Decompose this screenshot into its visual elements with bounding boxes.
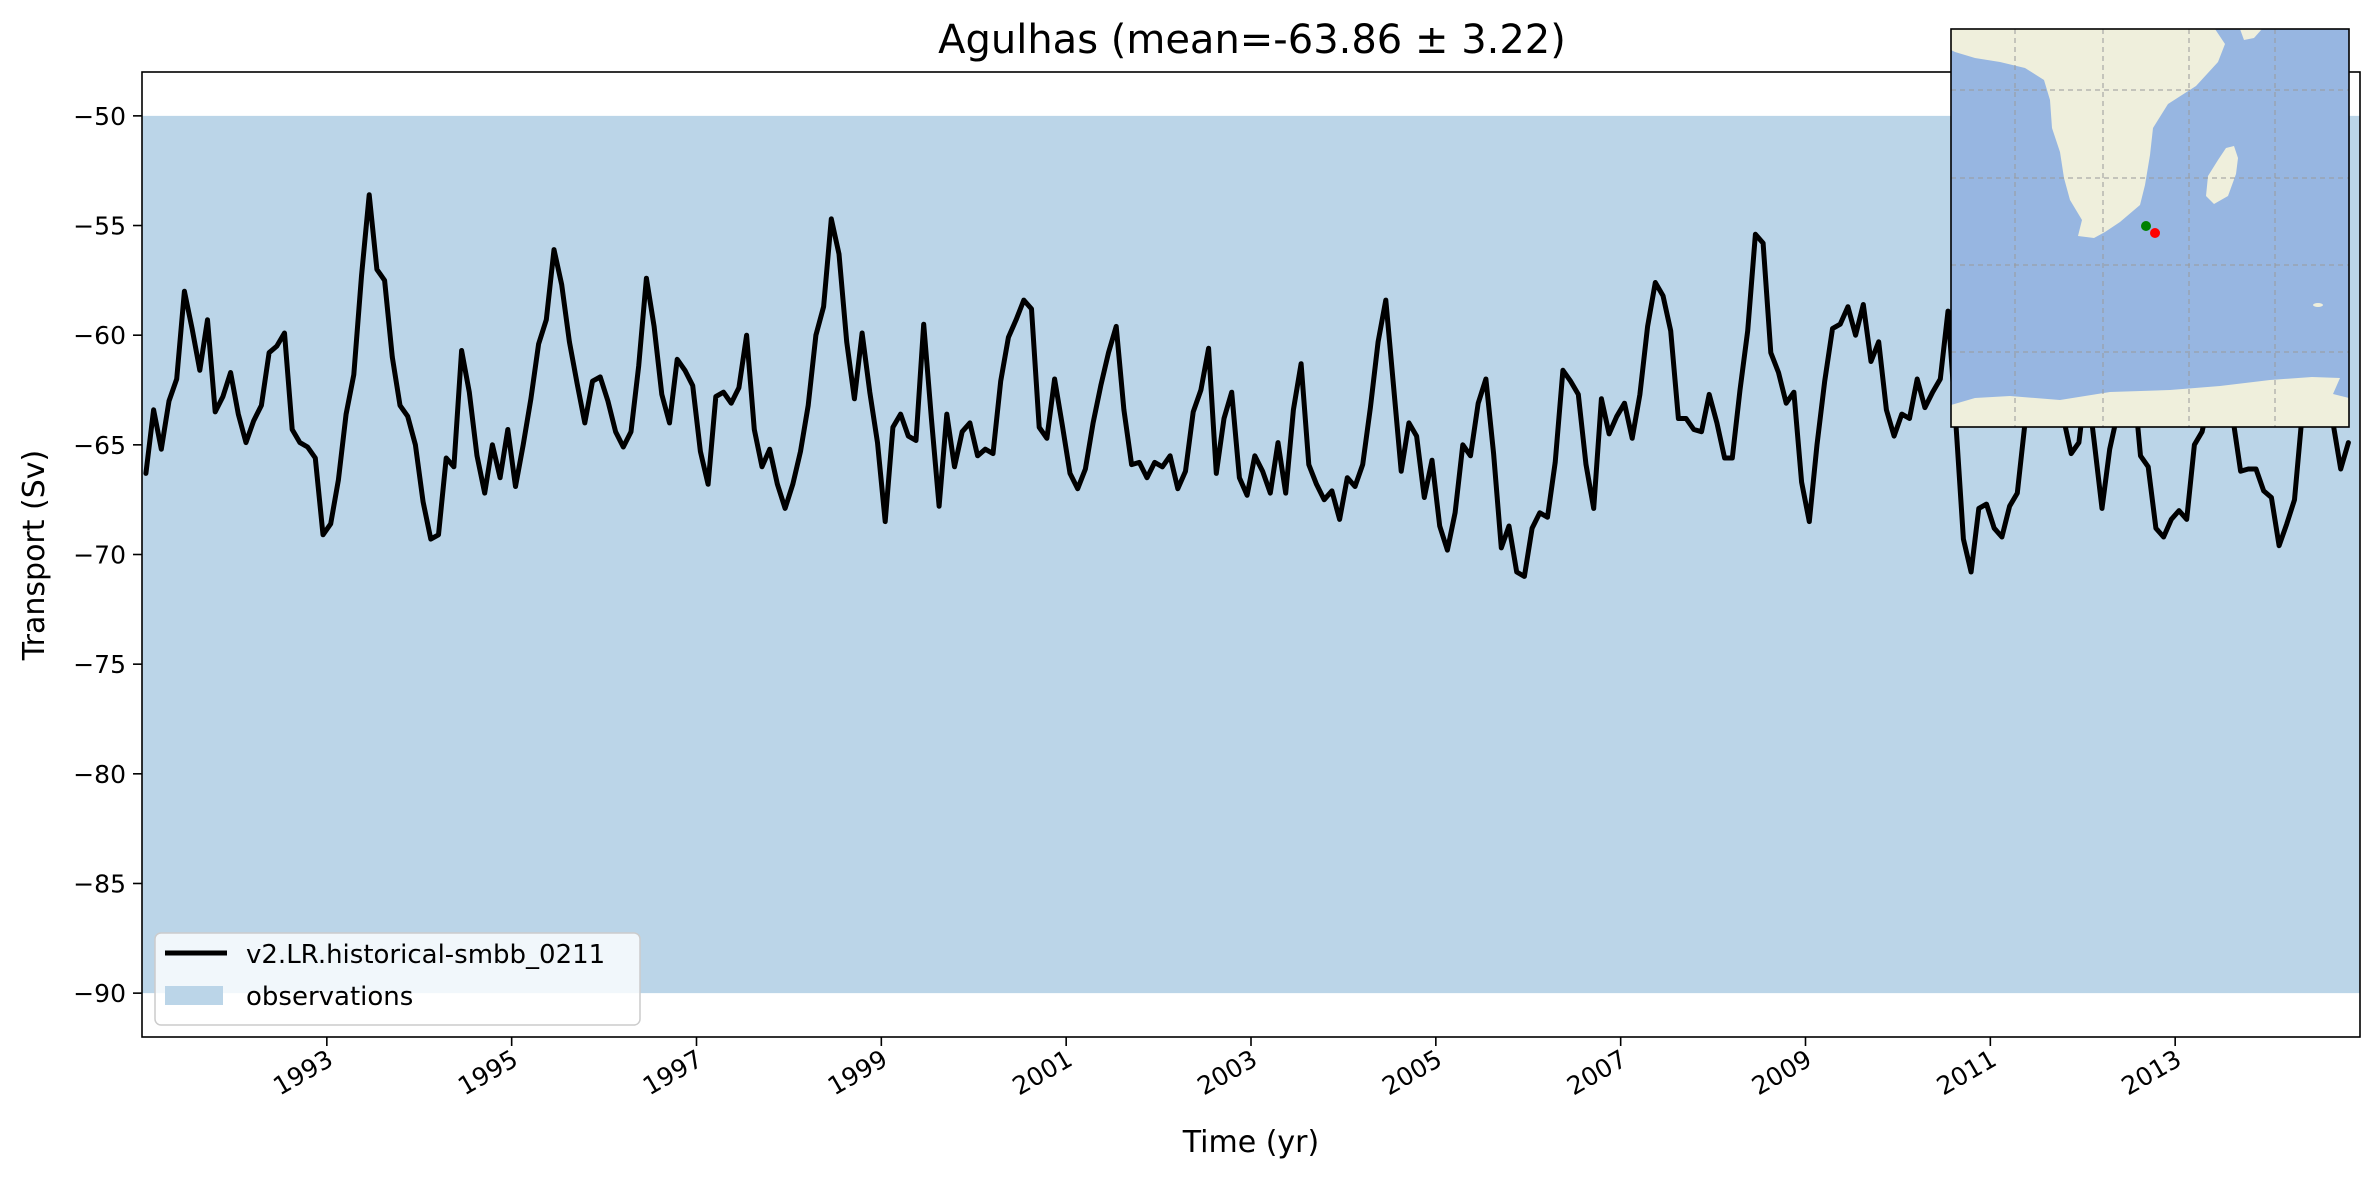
x-tick-label: 2003: [1192, 1044, 1262, 1101]
map-gridlines: [1951, 29, 2349, 427]
series-line-v2-lr-historical: [143, 192, 2351, 579]
inset-map: [1950, 28, 2350, 428]
legend: v2.LR.historical-smbb_0211 observations: [154, 932, 641, 1026]
y-tick-label: −85: [73, 869, 126, 898]
x-tick-label: 2007: [1562, 1044, 1632, 1101]
chart-title: Agulhas (mean=-63.86 ± 3.22): [938, 17, 1566, 63]
x-tick-label: 2001: [1008, 1044, 1078, 1101]
x-tick-label: 1999: [823, 1044, 893, 1101]
y-tick-label: −75: [73, 650, 126, 679]
africa-east-coast: [2240, 29, 2262, 40]
legend-patch-swatch: [165, 986, 223, 1005]
x-tick-label: 1997: [638, 1044, 708, 1101]
legend-label-model: v2.LR.historical-smbb_0211: [246, 940, 605, 970]
y-tick-label: −55: [73, 212, 126, 241]
antarctica-land: [1951, 377, 2349, 427]
legend-box: [154, 932, 641, 1026]
y-tick-label: −60: [73, 321, 126, 350]
madagascar-land: [2206, 146, 2238, 204]
y-tick-label: −50: [73, 102, 126, 131]
map-marker-red: [2150, 228, 2160, 238]
y-tick-label: −90: [73, 979, 126, 1008]
y-tick-label: −65: [73, 431, 126, 460]
legend-label-observations: observations: [246, 982, 413, 1012]
y-axis-ticks: −50 −55 −60 −65 −70 −75 −80 −85 −90: [73, 102, 142, 1008]
map-marker-green: [2141, 221, 2151, 231]
x-tick-label: 2005: [1377, 1044, 1447, 1101]
x-tick-label: 2009: [1747, 1044, 1817, 1101]
y-tick-label: −70: [73, 541, 126, 570]
x-axis-ticks: 1993 1995 1997 1999 2001 2003 2005 2007 2009 2011…: [268, 1037, 2186, 1101]
y-tick-label: −80: [73, 760, 126, 789]
y-axis-label: Transport (Sv): [17, 450, 52, 662]
x-tick-label: 1995: [453, 1044, 523, 1101]
x-tick-label: 2013: [2117, 1044, 2187, 1101]
africa-land: [1951, 29, 2225, 238]
small-island: [2313, 303, 2323, 307]
x-tick-label: 1993: [268, 1044, 338, 1101]
inset-map-frame: [1950, 28, 2350, 428]
x-axis-label: Time (yr): [1182, 1125, 1319, 1160]
x-tick-label: 2011: [1932, 1044, 2002, 1101]
